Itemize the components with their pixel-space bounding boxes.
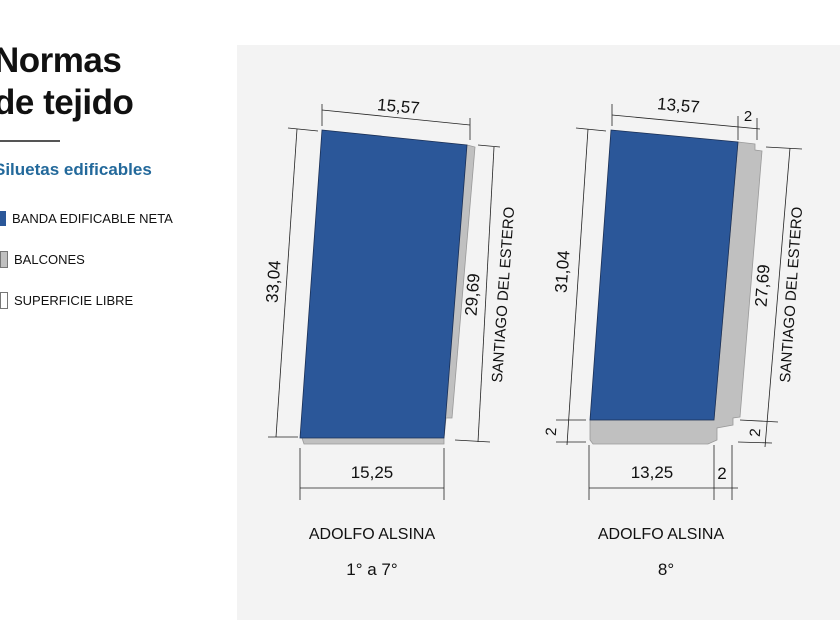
street-bottom-1: ADOLFO ALSINA — [309, 526, 436, 543]
street-side-1: SANTIAGO DEL ESTERO — [489, 206, 518, 383]
page-title: Normas de tejido — [0, 41, 134, 122]
legend-swatch-blue — [0, 210, 6, 226]
dim-bottom-2: 13,25 — [631, 463, 674, 482]
dim-right-offset-2: 2 — [747, 428, 765, 438]
buildable-area — [299, 129, 468, 439]
legend-item-superficie: SUPERFICIE LIBRE — [0, 290, 173, 310]
dim-line-left — [566, 128, 589, 446]
legend-item-banda: BANDA EDIFICABLE NETA — [0, 208, 173, 228]
legend-item-balcones: BALCONES — [0, 249, 173, 269]
street-side-2: SANTIAGO DEL ESTERO — [777, 206, 806, 383]
legend-swatch-white — [0, 291, 8, 309]
subtitle: Siluetas edificables — [0, 160, 152, 179]
dim-top-1: 15,57 — [376, 95, 420, 118]
plan-1 — [268, 104, 501, 500]
dim-line-left — [275, 128, 298, 438]
dim-top-2: 13,57 — [656, 94, 700, 117]
dim-bottom-1: 15,25 — [351, 463, 394, 482]
legend: BANDA EDIFICABLE NETA BALCONES SUPERFICI… — [0, 208, 173, 331]
balcony-area — [589, 141, 763, 445]
dim-left-1: 33,04 — [263, 260, 285, 304]
dim-line-top — [611, 114, 761, 130]
street-bottom-2: ADOLFO ALSINA — [598, 526, 725, 543]
dim-right-1: 29,69 — [462, 273, 484, 317]
floors-1: 1° a 7° — [346, 560, 397, 579]
dim-left-offset-2: 2 — [543, 427, 561, 437]
floors-2: 8° — [658, 560, 674, 579]
dim-bottom-offset-2: 2 — [717, 464, 726, 483]
dim-line-top — [321, 109, 471, 126]
dim-line-right — [764, 147, 791, 448]
dim-line-right — [477, 146, 495, 443]
legend-swatch-gray — [0, 250, 8, 268]
title-divider — [0, 140, 60, 142]
plan-2 — [556, 104, 803, 500]
dim-left-2: 31,04 — [552, 250, 574, 294]
dim-right-2: 27,69 — [752, 264, 774, 308]
dim-top-offset-2: 2 — [744, 108, 752, 125]
buildable-area — [589, 129, 739, 421]
